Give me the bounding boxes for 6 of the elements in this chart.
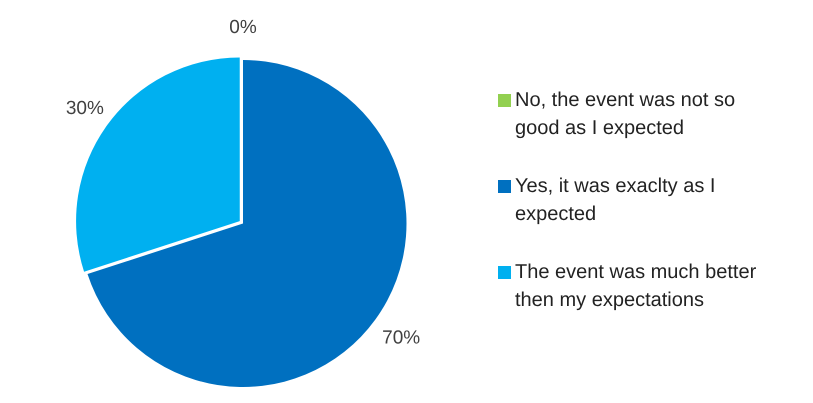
legend-label: Yes, it was exaclty as I expected — [515, 174, 716, 227]
data-label: 30% — [66, 98, 104, 119]
legend-label: No, the event was not so good as I expected — [515, 88, 736, 141]
text: 0% — [229, 17, 257, 38]
data-label: 70% — [382, 328, 420, 349]
legend-label: The event was much better then my expectations — [515, 260, 758, 313]
